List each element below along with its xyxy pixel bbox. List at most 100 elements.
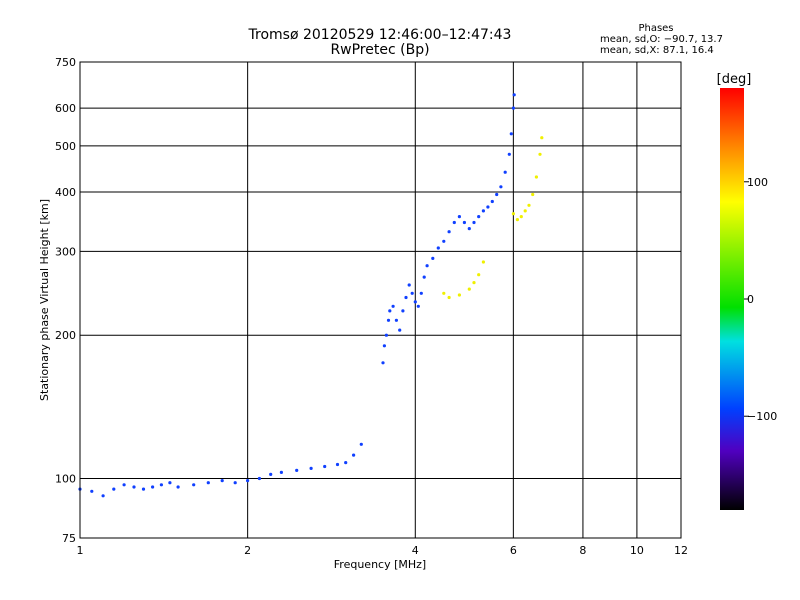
echo-point [477,215,481,219]
echo-point [404,295,408,300]
y-tick-label: 200 [55,329,76,342]
echo-point [401,309,405,313]
echo-point [481,209,485,213]
echo-point [477,273,481,277]
echo-point [509,132,513,136]
echo-point [141,487,146,491]
echo-point [159,483,163,487]
echo-point [457,293,461,297]
echo-point [436,246,440,250]
echo-point [486,205,490,209]
y-tick-label: 100 [55,473,76,486]
echo-point [335,462,340,467]
echo-point [540,136,544,140]
echo-point [391,304,395,308]
phases-x-stats: mean, sd,X: 87.1, 16.4 [600,45,714,56]
echo-point [386,318,391,322]
echo-point [503,170,507,174]
x-tick-label: 4 [412,544,419,557]
echo-point [309,466,313,470]
x-tick-label: 6 [510,544,517,557]
echo-point [467,227,471,231]
echo-point [382,344,386,348]
colorbar [720,88,744,510]
plot-frame [79,61,682,539]
echo-point [384,333,388,337]
echo-point [515,218,520,222]
x-tick-label: 8 [579,544,586,557]
echo-point [246,479,250,483]
phases-o-stats: mean, sd,O: −90.7, 13.7 [600,34,723,45]
echo-point [507,152,511,156]
colorbar-ticks: 100 0 −100 [744,176,777,423]
echo-point [442,291,446,295]
x-tick-label: 10 [630,544,644,557]
echo-point [416,304,420,308]
echo-point [323,464,327,469]
echo-point [511,106,515,110]
echo-point [359,442,363,446]
echo-point [257,476,261,481]
echo-point [527,203,531,207]
grid [79,61,682,539]
echo-point [398,328,402,332]
echo-point [519,215,523,219]
echo-point [151,485,155,489]
echo-point [269,472,273,476]
echo-point [472,220,476,225]
echo-point [192,483,196,487]
echo-point [295,468,299,472]
echo-point [538,152,542,156]
echo-point [531,192,535,197]
y-tick-label: 400 [55,186,76,199]
echo-point [481,260,485,264]
echo-point [132,485,136,489]
echo-point [431,256,435,260]
echo-point [457,215,461,219]
echo-point [344,461,348,465]
echo-point [413,300,417,304]
echo-point [122,483,126,487]
echo-point [534,175,539,179]
echo-point [452,220,456,225]
echo-point [472,281,476,285]
echo-point [490,199,494,204]
echo-point [381,361,385,365]
phases-heading: Phases [638,23,674,34]
y-ticks: 75 100 200 300 400 500 600 750 [55,56,76,545]
echo-point [388,309,392,313]
echo-point [523,209,527,213]
echo-point [495,192,499,197]
echo-point [447,230,451,234]
echo-point [512,93,516,97]
x-tick-label: 12 [674,544,688,557]
echo-point [419,291,423,295]
echo-point [467,287,471,291]
echo-point [422,275,426,279]
chart-title: Tromsø 20120529 12:46:00–12:47:43 [248,27,512,43]
chart-subtitle: RwPretec (Bp) [330,42,430,58]
echo-points [78,93,544,498]
echo-point [176,485,180,489]
echo-point [410,291,414,295]
echo-point [425,264,429,268]
echo-point [407,283,411,287]
echo-point [233,481,237,485]
colorbar-tick-label: 100 [747,176,768,189]
echo-point [112,487,116,491]
colorbar-tick-label: 0 [747,293,754,306]
echo-point [220,479,224,483]
echo-point [394,318,398,322]
echo-point [101,494,105,498]
echo-point [279,470,283,474]
echo-point [168,481,172,485]
y-tick-label: 600 [55,102,76,115]
colorbar-tick-label: −100 [747,410,777,423]
x-tick-label: 2 [244,544,251,557]
y-tick-label: 500 [55,140,76,153]
echo-point [442,239,446,243]
echo-point [499,185,503,189]
x-ticks: 1 2 4 6 8 10 12 [77,544,689,557]
echo-point [352,453,356,457]
x-axis-label: Frequency [MHz] [334,558,426,571]
